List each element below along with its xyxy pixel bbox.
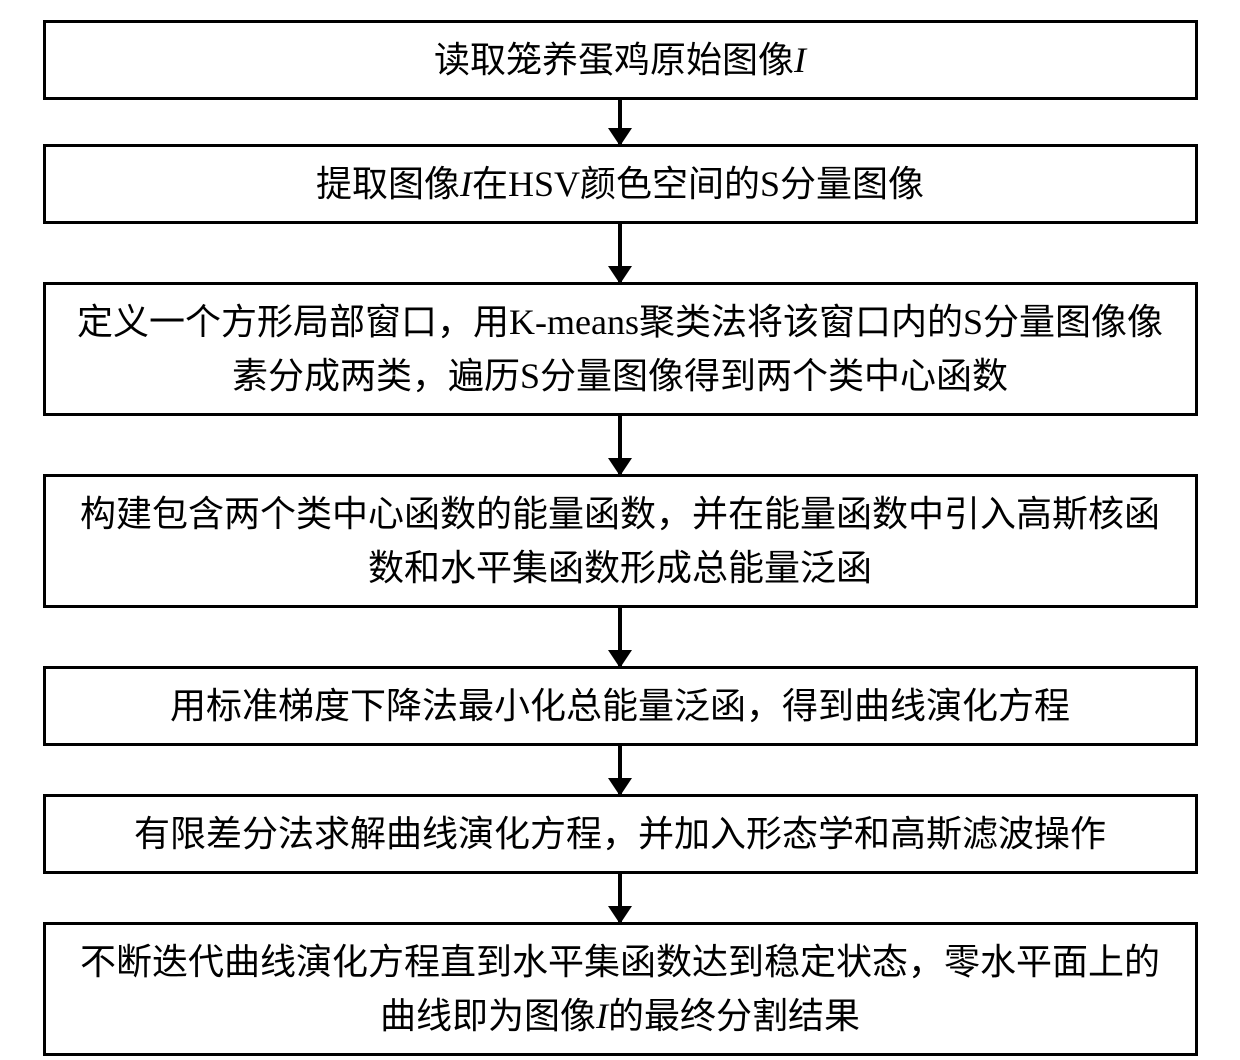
step-text: 构建包含两个类中心函数的能量函数，并在能量函数中引入高斯核函数和水平集函数形成总… <box>76 487 1165 595</box>
step-text: 用标准梯度下降法最小化总能量泛函，得到曲线演化方程 <box>170 679 1070 733</box>
step-italic: I <box>596 996 608 1036</box>
flowchart-step-3: 定义一个方形局部窗口，用K-means聚类法将该窗口内的S分量图像像素分成两类，… <box>43 282 1198 416</box>
flowchart-step-4: 构建包含两个类中心函数的能量函数，并在能量函数中引入高斯核函数和水平集函数形成总… <box>43 474 1198 608</box>
step-text-after: 在HSV颜色空间的S分量图像 <box>472 164 924 204</box>
step-italic: I <box>460 164 472 204</box>
flowchart-container: 读取笼养蛋鸡原始图像I提取图像I在HSV颜色空间的S分量图像定义一个方形局部窗口… <box>43 20 1198 1056</box>
step-italic: I <box>794 40 806 80</box>
step-text-before: 提取图像 <box>316 164 460 204</box>
flowchart-step-5: 用标准梯度下降法最小化总能量泛函，得到曲线演化方程 <box>43 666 1198 746</box>
flowchart-step-7: 不断迭代曲线演化方程直到水平集函数达到稳定状态，零水平面上的曲线即为图像I的最终… <box>43 922 1198 1056</box>
flowchart-arrow-1 <box>618 100 622 144</box>
flowchart-step-1: 读取笼养蛋鸡原始图像I <box>43 20 1198 100</box>
step-text-before: 读取笼养蛋鸡原始图像 <box>434 40 794 80</box>
flowchart-arrow-2 <box>618 224 622 282</box>
step-text: 有限差分法求解曲线演化方程，并加入形态学和高斯滤波操作 <box>134 807 1106 861</box>
flowchart-arrow-3 <box>618 416 622 474</box>
flowchart-arrow-4 <box>618 608 622 666</box>
flowchart-step-6: 有限差分法求解曲线演化方程，并加入形态学和高斯滤波操作 <box>43 794 1198 874</box>
flowchart-arrow-5 <box>618 746 622 794</box>
flowchart-arrow-6 <box>618 874 622 922</box>
flowchart-step-2: 提取图像I在HSV颜色空间的S分量图像 <box>43 144 1198 224</box>
step-text: 定义一个方形局部窗口，用K-means聚类法将该窗口内的S分量图像像素分成两类，… <box>76 295 1165 403</box>
step-text-after: 的最终分割结果 <box>608 996 860 1036</box>
